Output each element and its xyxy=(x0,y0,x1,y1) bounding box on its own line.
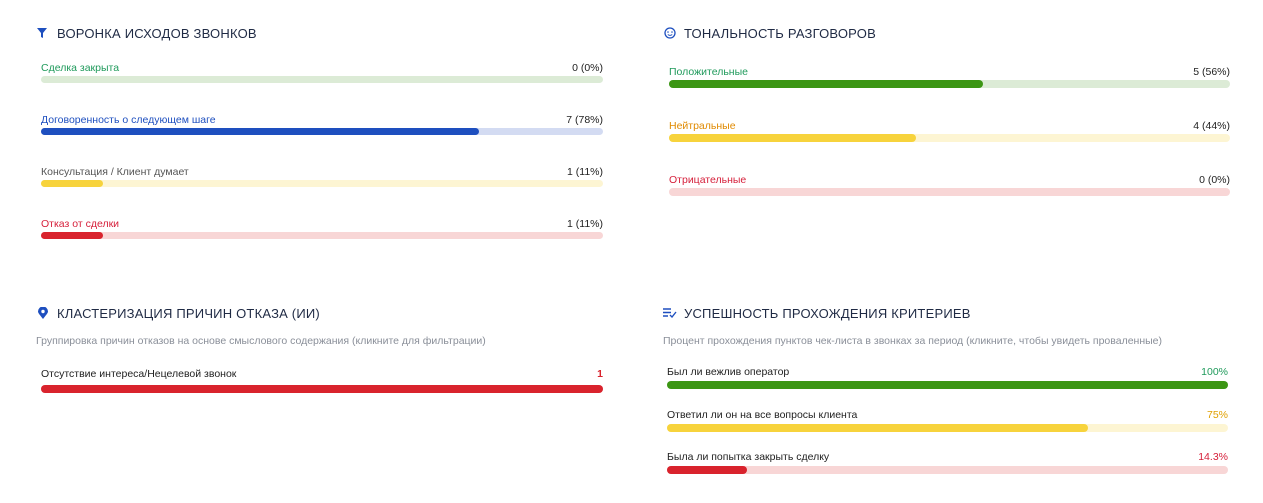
bar-track xyxy=(667,466,1228,474)
item-value: 14.3% xyxy=(1198,451,1228,463)
item-value: 1 (11%) xyxy=(567,218,603,230)
bar-fill xyxy=(41,232,103,239)
item-value: 7 (78%) xyxy=(566,114,603,126)
item-label: Положительные xyxy=(669,66,748,78)
item-label: Сделка закрыта xyxy=(41,62,120,74)
item-value: 75% xyxy=(1206,408,1228,421)
funnel-icon xyxy=(37,28,47,38)
pin-icon xyxy=(38,307,48,319)
item-label[interactable]: Был ли вежлив оператор xyxy=(667,366,790,378)
section-subtitle: Процент прохождения пунктов чек-листа в … xyxy=(663,335,1163,347)
item-value: 4 (44%) xyxy=(1193,120,1230,132)
section-title: УСПЕШНОСТЬ ПРОХОЖДЕНИЯ КРИТЕРИЕВ xyxy=(684,306,971,321)
bar-fill xyxy=(667,423,1088,432)
bar-fill xyxy=(41,180,103,187)
bar-fill xyxy=(41,128,480,135)
item-label: Нейтральные xyxy=(669,120,736,132)
item-value: 5 (56%) xyxy=(1193,66,1230,78)
bar-track xyxy=(41,232,603,239)
section-title: ВОРОНКА ИСХОДОВ ЗВОНКОВ xyxy=(57,26,257,41)
bar-track xyxy=(669,188,1230,196)
item-label: Договоренность о следующем шаге xyxy=(41,114,216,126)
tone-icon xyxy=(664,27,676,39)
bar-track xyxy=(669,134,1230,142)
item-value: 0 (0%) xyxy=(572,62,603,74)
bar-fill xyxy=(669,80,984,88)
item-label: Консультация / Клиент думает xyxy=(41,166,189,178)
bar-fill xyxy=(41,385,603,393)
bar-track xyxy=(41,180,603,187)
item-value: 1 (11%) xyxy=(567,166,603,178)
section-title: КЛАСТЕРИЗАЦИЯ ПРИЧИН ОТКАЗА (ИИ) xyxy=(57,306,320,321)
bar-fill xyxy=(669,134,916,142)
bar-track xyxy=(41,76,603,83)
item-value: 1 xyxy=(597,368,603,380)
bar-fill xyxy=(667,381,1228,389)
item-label[interactable]: Ответил ли он на все вопросы клиента xyxy=(667,408,858,421)
item-label[interactable]: Была ли попытка закрыть сделку xyxy=(667,451,830,463)
item-label[interactable]: Отсутствие интереса/Нецелевой звонок xyxy=(41,368,237,380)
item-value: 100% xyxy=(1201,366,1228,378)
checklist-icon xyxy=(663,308,677,318)
item-label: Отказ от сделки xyxy=(41,218,120,230)
bar-fill xyxy=(667,466,748,474)
section-subtitle: Группировка причин отказов на основе смы… xyxy=(36,335,486,347)
section-title: ТОНАЛЬНОСТЬ РАЗГОВОРОВ xyxy=(684,26,876,41)
item-label: Отрицательные xyxy=(669,174,747,186)
item-value: 0 (0%) xyxy=(1199,174,1230,186)
